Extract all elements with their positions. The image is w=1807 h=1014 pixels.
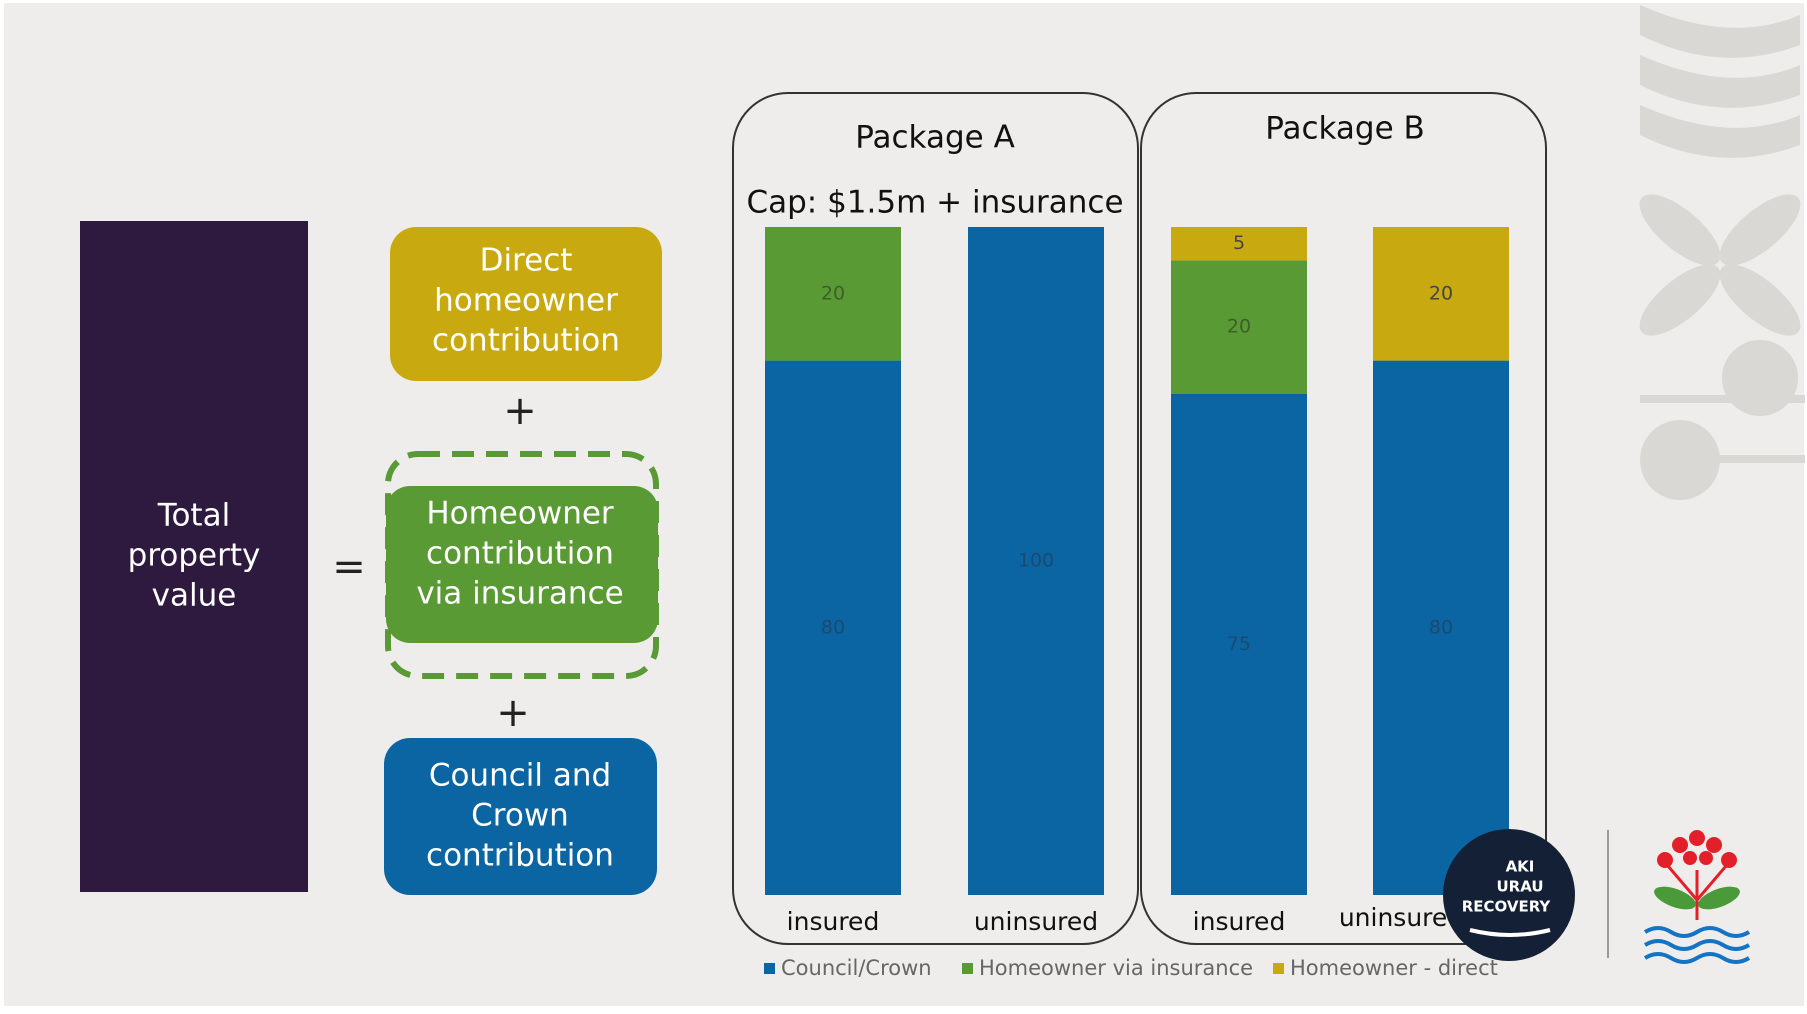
group-title: Package A <box>855 120 1015 156</box>
plus-sign: + <box>503 388 537 434</box>
legend-label: Homeowner - direct <box>1290 956 1498 980</box>
direct-label: homeowner <box>434 283 618 319</box>
legend-label: Homeowner via insurance <box>979 956 1253 980</box>
x-tick-label: insured <box>787 907 880 936</box>
x-tick-label: uninsured <box>974 907 1098 936</box>
value-label: 80 <box>821 616 845 638</box>
value-label: 20 <box>1227 316 1251 338</box>
total-label: value <box>152 578 237 614</box>
logo-text: AKI <box>1506 858 1535 876</box>
insurance-label: contribution <box>426 536 614 572</box>
slide: Total property value = Direct homeowner … <box>0 0 1807 1010</box>
legend-swatch <box>962 963 973 974</box>
council-label: contribution <box>426 838 614 874</box>
legend-label: Council/Crown <box>781 956 932 980</box>
logo-text: URAU <box>1496 878 1543 896</box>
total-label: property <box>128 538 261 574</box>
plus-sign: + <box>496 690 530 736</box>
logo-text: RECOVERY <box>1462 898 1552 916</box>
value-label: 5 <box>1233 232 1245 254</box>
x-tick-label: insured <box>1193 907 1286 936</box>
group-subtitle: Cap: $1.5m + insurance <box>746 185 1123 221</box>
value-label: 20 <box>1429 282 1453 304</box>
council-label: Crown <box>471 798 569 834</box>
equals-sign: = <box>332 544 366 590</box>
total-label: Total <box>157 498 230 534</box>
value-label: 20 <box>821 282 845 304</box>
group-title: Package B <box>1265 111 1425 147</box>
direct-label: Direct <box>480 243 573 279</box>
insurance-label: via insurance <box>416 576 623 612</box>
legend: Council/Crown Homeowner via insurance Home… <box>764 956 1498 980</box>
legend-swatch <box>1273 963 1284 974</box>
direct-label: contribution <box>432 323 620 359</box>
value-label: 80 <box>1429 616 1453 638</box>
value-label: 100 <box>1018 550 1054 572</box>
council-label: Council and <box>429 758 611 794</box>
value-label: 75 <box>1227 633 1251 655</box>
insurance-label: Homeowner <box>426 496 614 532</box>
legend-swatch <box>764 963 775 974</box>
